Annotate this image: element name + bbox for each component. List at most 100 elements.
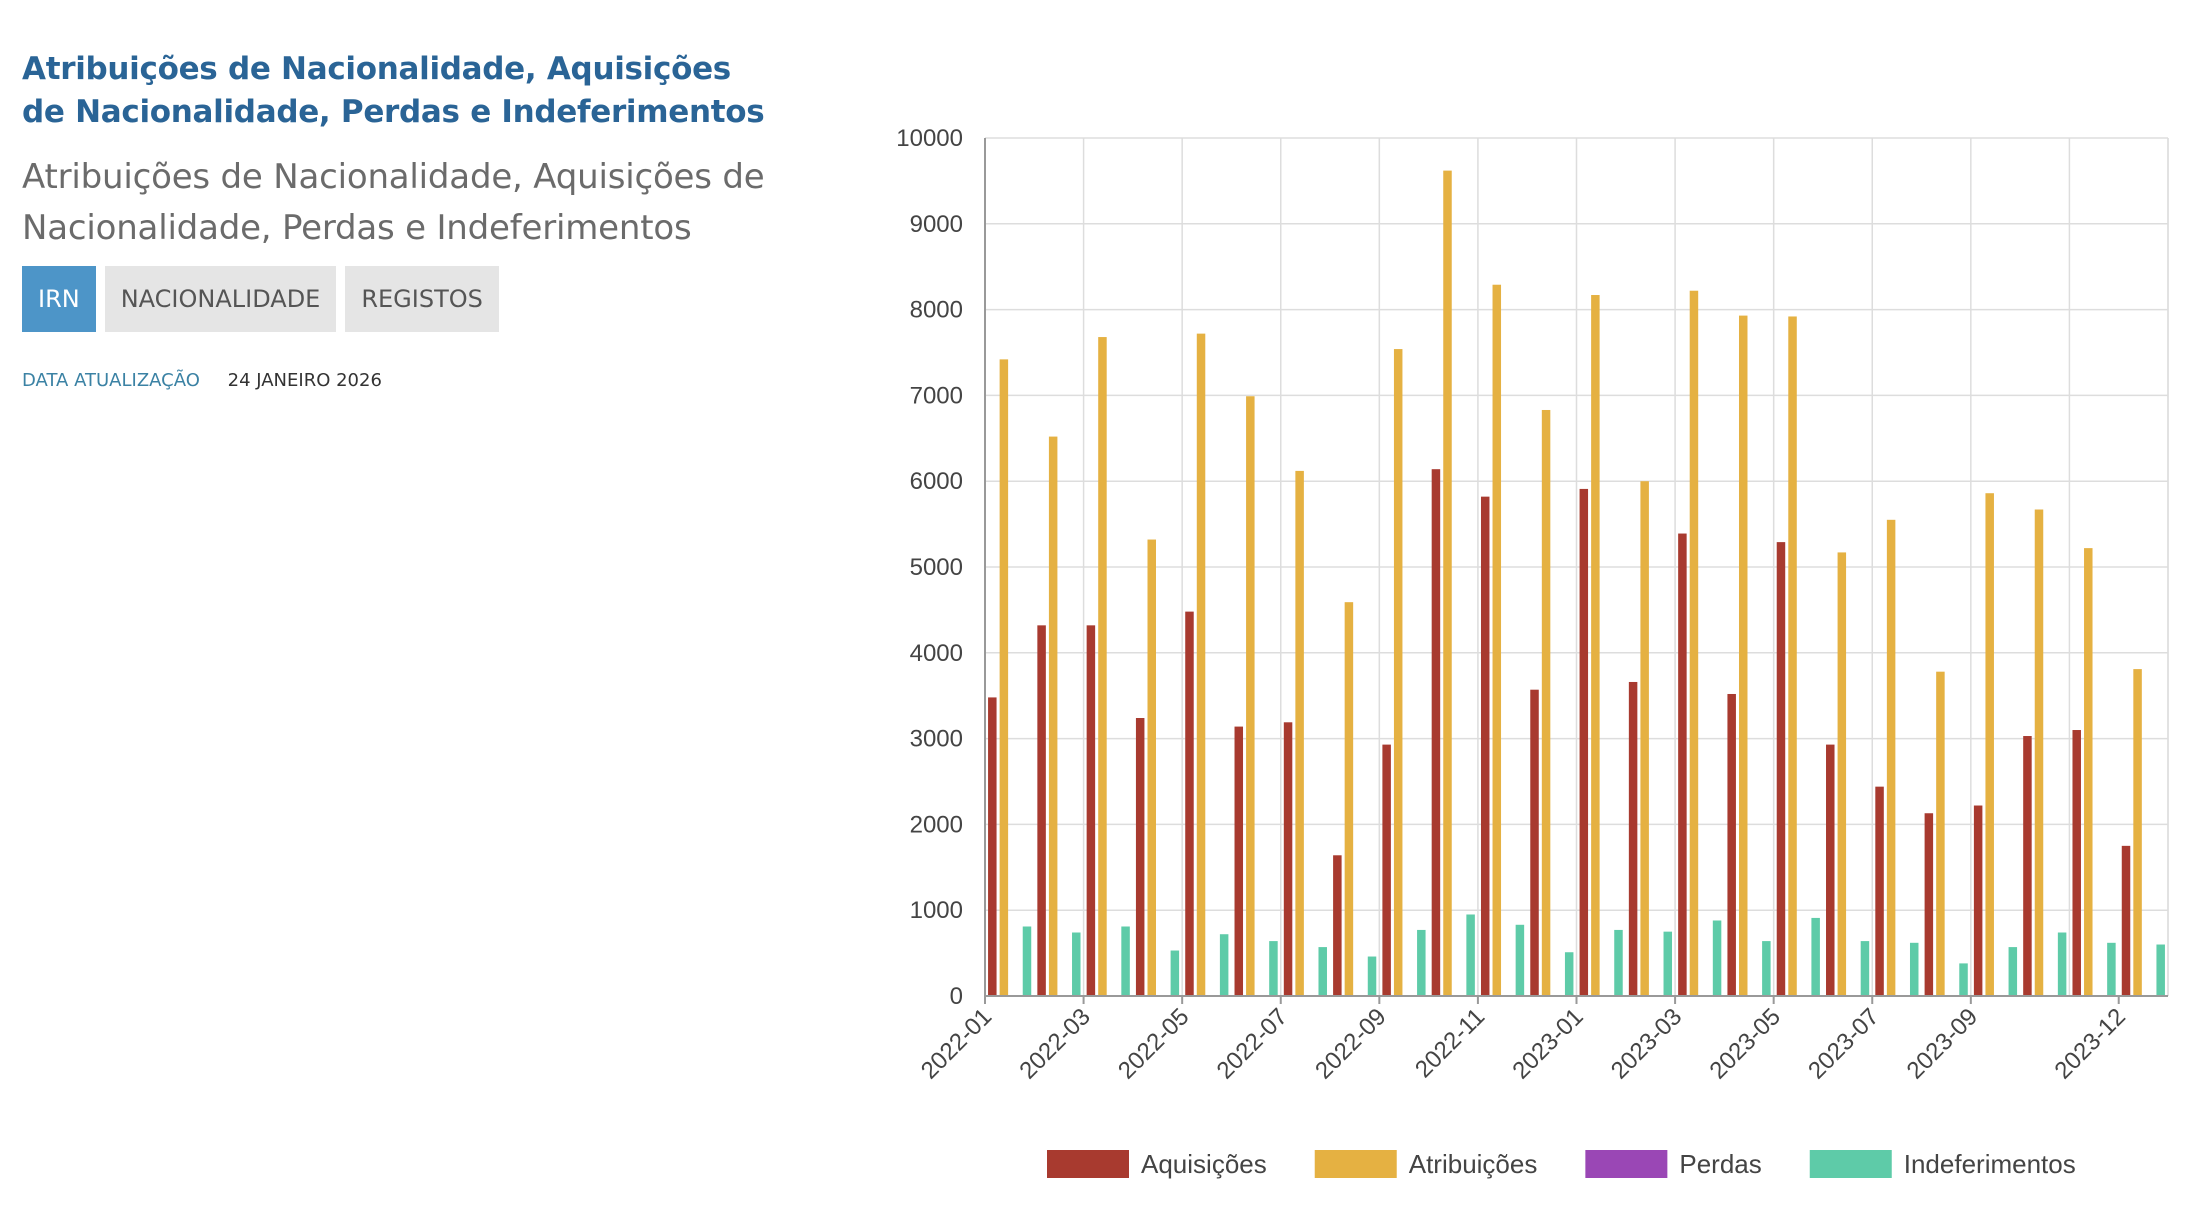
bar-indeferimentos-2022-02 (1072, 932, 1081, 996)
update-date-label: DATA ATUALIZAÇÃO (22, 370, 200, 391)
bar-aquisições-2023-03 (1678, 533, 1687, 996)
bar-aquisições-2023-08 (1924, 813, 1934, 996)
legend-label-indeferimentos: Indeferimentos (1904, 1149, 2076, 1179)
y-tick-label: 0 (950, 983, 963, 1010)
bar-atribuições-2023-01 (1591, 295, 1600, 996)
bar-atribuições-2023-09 (1985, 493, 1994, 996)
bar-atribuições-2022-03 (1098, 337, 1107, 996)
x-tick-label: 2022-09 (1310, 1003, 1391, 1084)
bar-aquisições-2023-11 (2072, 730, 2081, 996)
bar-indeferimentos-2023-12 (2156, 944, 2165, 996)
bar-indeferimentos-2023-01 (1614, 929, 1623, 996)
bar-indeferimentos-2022-01 (1022, 926, 1032, 996)
bar-aquisições-2022-06 (1234, 726, 1244, 996)
bar-indeferimentos-2023-06 (1860, 941, 1870, 996)
page-title: Atribuições de Nacionalidade, Aquisições… (22, 48, 802, 134)
bar-aquisições-2022-01 (988, 697, 997, 996)
x-tick-label: 2023-05 (1705, 1003, 1786, 1084)
x-tick-label: 2022-01 (916, 1003, 997, 1084)
y-tick-label: 10000 (896, 125, 963, 152)
tag-nacionalidade[interactable]: NACIONALIDADE (104, 266, 337, 332)
bar-atribuições-2022-08 (1344, 602, 1354, 996)
bar-aquisições-2022-10 (1431, 469, 1441, 996)
bar-atribuições-2022-12 (1541, 409, 1551, 997)
bar-indeferimentos-2023-10 (2057, 932, 2067, 996)
tag-irn[interactable]: IRN (22, 266, 96, 332)
bar-aquisições-2022-05 (1185, 611, 1194, 996)
bar-atribuições-2022-06 (1246, 396, 1255, 996)
bar-indeferimentos-2022-08 (1367, 956, 1377, 996)
x-tick-label: 2023-01 (1507, 1003, 1588, 1084)
legend-swatch-perdas (1585, 1150, 1668, 1178)
legend-swatch-aquisições (1047, 1150, 1129, 1178)
bar-indeferimentos-2023-11 (2107, 942, 2116, 996)
bar-indeferimentos-2022-12 (1564, 952, 1574, 996)
bar-indeferimentos-2022-07 (1318, 947, 1327, 996)
chart-subtitle: Atribuições de Nacionalidade, Aquisições… (22, 152, 802, 254)
x-tick-label: 2022-07 (1212, 1003, 1293, 1084)
legend-label-atribuições: Atribuições (1409, 1149, 1538, 1179)
legend-swatch-atribuições (1314, 1150, 1397, 1178)
tag-registos[interactable]: REGISTOS (345, 266, 499, 332)
bar-aquisições-2023-09 (1973, 805, 1983, 996)
y-tick-label: 5000 (910, 554, 963, 581)
chart-subtitle-line-2: Nacionalidade, Perdas e Indeferimentos (22, 208, 692, 248)
bar-indeferimentos-2023-04 (1762, 941, 1771, 996)
bar-aquisições-2023-04 (1727, 693, 1736, 996)
bar-atribuições-2022-01 (999, 359, 1009, 996)
x-tick-label: 2023-09 (1902, 1003, 1983, 1084)
bar-indeferimentos-2022-10 (1466, 914, 1475, 996)
y-tick-label: 4000 (910, 640, 963, 667)
bar-aquisições-2023-05 (1776, 542, 1786, 996)
bar-atribuições-2022-04 (1147, 539, 1156, 996)
bar-aquisições-2022-04 (1135, 718, 1145, 996)
bar-aquisições-2022-02 (1037, 625, 1046, 996)
chart-bars (988, 170, 2165, 997)
bar-atribuições-2023-03 (1689, 290, 1699, 996)
legend-label-aquisições: Aquisições (1141, 1149, 1267, 1179)
x-tick-label: 2023-07 (1803, 1003, 1884, 1084)
update-date-value: 24 JANEIRO 2026 (227, 370, 382, 391)
y-tick-label: 2000 (910, 811, 963, 838)
x-tick-label: 2023-03 (1606, 1003, 1687, 1084)
bar-aquisições-2022-12 (1530, 689, 1539, 996)
bar-atribuições-2023-11 (2084, 548, 2093, 996)
bar-aquisições-2023-10 (2023, 736, 2032, 996)
y-tick-label: 8000 (910, 297, 963, 324)
page-title-line-1: Atribuições de Nacionalidade, Aquisições (22, 51, 731, 87)
bar-indeferimentos-2022-04 (1170, 950, 1180, 996)
bar-indeferimentos-2022-11 (1515, 924, 1525, 996)
bar-atribuições-2022-10 (1443, 170, 1452, 996)
bar-atribuições-2022-07 (1295, 470, 1304, 996)
bar-aquisições-2022-08 (1333, 855, 1342, 996)
bar-atribuições-2022-09 (1393, 349, 1403, 996)
bar-atribuições-2023-05 (1788, 316, 1797, 996)
x-tick-label: 2022-05 (1113, 1003, 1194, 1084)
x-tick-label: 2022-03 (1014, 1003, 1095, 1084)
bar-aquisições-2022-07 (1283, 722, 1293, 996)
bar-indeferimentos-2022-05 (1219, 934, 1229, 996)
bar-atribuições-2023-12 (2133, 669, 2142, 996)
bar-aquisições-2023-02 (1628, 681, 1638, 996)
bar-atribuições-2022-02 (1048, 436, 1058, 997)
legend-swatch-indeferimentos (1809, 1150, 1892, 1178)
bar-aquisições-2022-11 (1480, 496, 1490, 996)
chart-subtitle-line-1: Atribuições de Nacionalidade, Aquisições… (22, 157, 765, 197)
bar-atribuições-2022-05 (1196, 333, 1206, 996)
bar-aquisições-2023-06 (1826, 744, 1835, 996)
bar-atribuições-2023-07 (1886, 519, 1896, 996)
legend-label-perdas: Perdas (1679, 1149, 1761, 1179)
bar-aquisições-2023-07 (1875, 786, 1884, 996)
bar-indeferimentos-2022-09 (1417, 929, 1426, 996)
bar-aquisições-2022-03 (1086, 625, 1096, 996)
bar-indeferimentos-2023-07 (1909, 942, 1919, 996)
bar-aquisições-2023-01 (1579, 488, 1589, 996)
bar-indeferimentos-2023-02 (1663, 931, 1673, 996)
chart-legend: Aquisições Atribuições Perdas Indeferimento… (1047, 1149, 2076, 1179)
bar-indeferimentos-2022-06 (1269, 941, 1278, 996)
y-tick-label: 3000 (910, 726, 963, 753)
bar-aquisições-2022-09 (1382, 744, 1391, 996)
bar-aquisições-2023-12 (2121, 845, 2131, 996)
page-title-line-2: de Nacionalidade, Perdas e Indeferimento… (22, 94, 765, 130)
